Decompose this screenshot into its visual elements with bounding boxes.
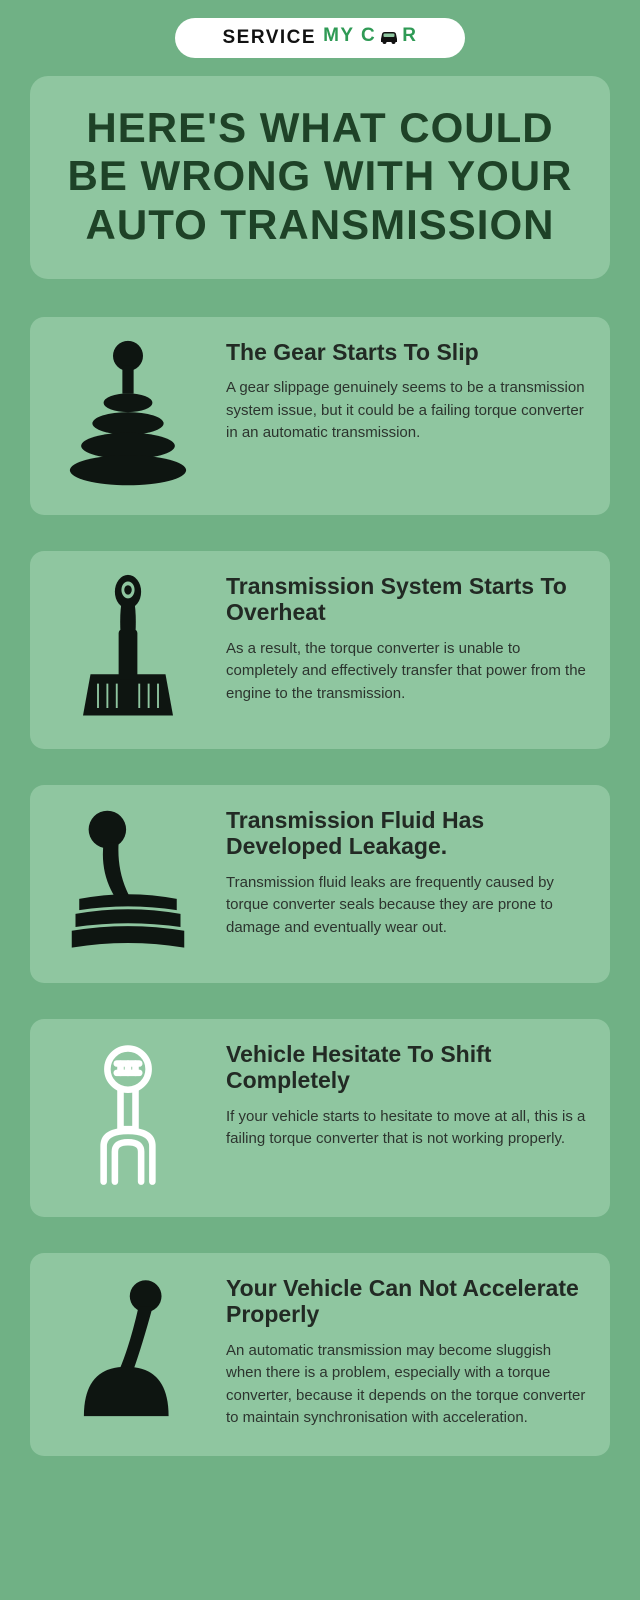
item-body: An automatic transmission may become slu…	[226, 1340, 586, 1430]
car-icon	[378, 29, 400, 51]
item-body: A gear slippage genuinely seems to be a …	[226, 377, 586, 445]
item-title: Transmission System Starts To Overheat	[226, 573, 586, 626]
shifter-curved-icon	[48, 1275, 208, 1425]
item-card: The Gear Starts To Slip A gear slippage …	[30, 317, 610, 515]
item-body: As a result, the torque converter is una…	[226, 638, 586, 706]
item-card: Your Vehicle Can Not Accelerate Properly…	[30, 1253, 610, 1456]
item-title: Your Vehicle Can Not Accelerate Properly	[226, 1275, 586, 1328]
logo-text-myc: MY CR	[323, 25, 417, 51]
page-title: HERE'S WHAT COULD BE WRONG WITH YOUR AUT…	[50, 104, 590, 249]
item-card: Transmission Fluid Has Developed Leakage…	[30, 785, 610, 983]
title-card: HERE'S WHAT COULD BE WRONG WITH YOUR AUT…	[30, 76, 610, 279]
item-text: Transmission Fluid Has Developed Leakage…	[226, 807, 586, 939]
item-text: Your Vehicle Can Not Accelerate Properly…	[226, 1275, 586, 1430]
item-title: Vehicle Hesitate To Shift Completely	[226, 1041, 586, 1094]
shifter-bent-icon	[48, 807, 208, 957]
item-card: Transmission System Starts To Overheat A…	[30, 551, 610, 749]
item-text: Vehicle Hesitate To Shift Completely If …	[226, 1041, 586, 1151]
item-body: Transmission fluid leaks are frequently …	[226, 872, 586, 940]
brand-logo: SERVICE MY CR	[175, 18, 465, 58]
item-title: Transmission Fluid Has Developed Leakage…	[226, 807, 586, 860]
item-body: If your vehicle starts to hesitate to mo…	[226, 1106, 586, 1151]
shifter-panel-icon	[48, 573, 208, 723]
shifter-outline-icon	[48, 1041, 208, 1191]
item-text: Transmission System Starts To Overheat A…	[226, 573, 586, 705]
item-title: The Gear Starts To Slip	[226, 339, 586, 365]
item-text: The Gear Starts To Slip A gear slippage …	[226, 339, 586, 445]
item-card: Vehicle Hesitate To Shift Completely If …	[30, 1019, 610, 1217]
logo-text-service: SERVICE	[223, 27, 317, 49]
gear-stack-icon	[48, 339, 208, 489]
